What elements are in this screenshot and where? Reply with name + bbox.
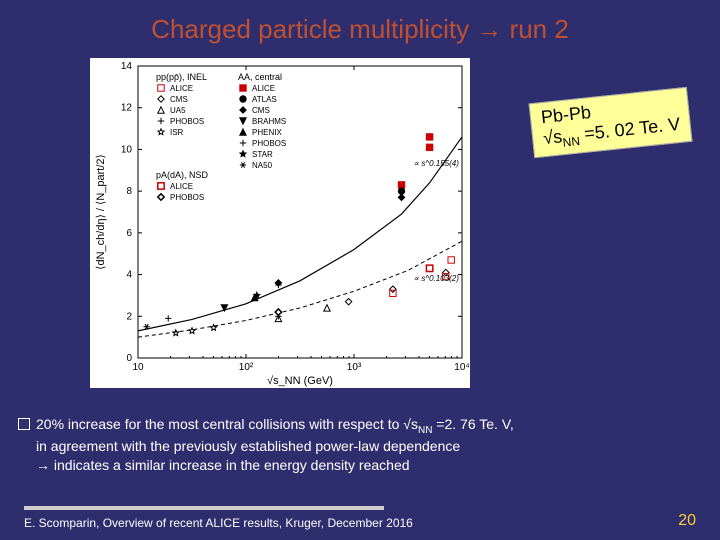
multiplicity-chart: 024681012141010²10³10⁴√s_NN (GeV)⟨dN_ch/… <box>90 58 470 388</box>
svg-text:12: 12 <box>121 103 133 114</box>
svg-text:PHENIX: PHENIX <box>252 128 282 137</box>
svg-text:ALICE: ALICE <box>170 84 193 93</box>
svg-text:PHOBOS: PHOBOS <box>170 117 204 126</box>
svg-text:ATLAS: ATLAS <box>252 95 277 104</box>
svg-text:10³: 10³ <box>347 362 362 373</box>
svg-text:STAR: STAR <box>252 150 273 159</box>
svg-text:BRAHMS: BRAHMS <box>252 117 286 126</box>
bullet-square-icon <box>18 418 30 430</box>
svg-text:NA50: NA50 <box>252 161 273 170</box>
svg-text:8: 8 <box>126 186 132 197</box>
bullet-arrow: → <box>36 457 50 473</box>
svg-text:ISR: ISR <box>170 128 184 137</box>
svg-text:AA, central: AA, central <box>238 72 282 82</box>
annot-val: =5. 02 Te. V <box>578 114 681 144</box>
bullet-l3: indicates a similar increase in the ener… <box>50 457 410 473</box>
bullet-block: 20% increase for the most central collis… <box>18 415 702 475</box>
annot-sqrt: √s <box>542 126 563 148</box>
svg-text:CMS: CMS <box>170 95 188 104</box>
title-post: run 2 <box>502 14 569 44</box>
svg-text:∝ s^0.103(2): ∝ s^0.103(2) <box>413 274 459 283</box>
svg-text:10: 10 <box>132 362 144 373</box>
svg-text:⟨dN_ch/dη⟩ / ⟨N_part/2⟩: ⟨dN_ch/dη⟩ / ⟨N_part/2⟩ <box>95 154 107 270</box>
bullet-l1a: 20% increase for the most central collis… <box>36 416 418 432</box>
svg-text:∝ s^0.155(4): ∝ s^0.155(4) <box>413 159 459 168</box>
svg-text:UA5: UA5 <box>170 106 186 115</box>
svg-text:10⁴: 10⁴ <box>454 362 469 373</box>
svg-text:14: 14 <box>121 61 133 72</box>
page-number: 20 <box>678 512 696 530</box>
svg-text:ALICE: ALICE <box>252 84 275 93</box>
svg-text:10: 10 <box>121 144 133 155</box>
svg-text:PHOBOS: PHOBOS <box>252 139 286 148</box>
svg-text:2: 2 <box>126 311 132 322</box>
svg-text:CMS: CMS <box>252 106 270 115</box>
svg-text:√s_NN (GeV): √s_NN (GeV) <box>267 375 333 387</box>
chart-svg: 024681012141010²10³10⁴√s_NN (GeV)⟨dN_ch/… <box>90 58 470 388</box>
svg-text:pp(pp̄), INEL: pp(pp̄), INEL <box>156 72 207 82</box>
footer-rule <box>24 506 384 510</box>
annot-nn: NN <box>562 134 581 150</box>
svg-text:pA(dA), NSD: pA(dA), NSD <box>156 170 209 180</box>
title-arrow: → <box>476 14 502 44</box>
svg-text:4: 4 <box>126 270 132 281</box>
bullet-l2: in agreement with the previously establi… <box>36 438 460 454</box>
svg-text:PHOBOS: PHOBOS <box>170 193 204 202</box>
title-pre: Charged particle multiplicity <box>151 14 476 44</box>
slide-title: Charged particle multiplicity → run 2 <box>0 0 720 53</box>
bullet-l1sub: NN <box>418 425 432 436</box>
svg-text:ALICE: ALICE <box>170 182 193 191</box>
bullet-text: 20% increase for the most central collis… <box>36 415 514 475</box>
footer-text: E. Scomparin, Overview of recent ALICE r… <box>24 516 413 530</box>
energy-annotation: Pb-Pb √sNN =5. 02 Te. V <box>528 87 692 158</box>
svg-text:10²: 10² <box>239 362 254 373</box>
bullet-l1b: =2. 76 Te. V, <box>432 416 513 432</box>
footer: E. Scomparin, Overview of recent ALICE r… <box>24 506 696 530</box>
svg-text:6: 6 <box>126 228 132 239</box>
